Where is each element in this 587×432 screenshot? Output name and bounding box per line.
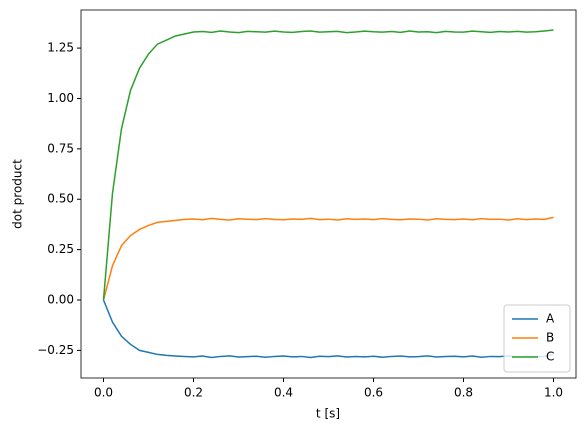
legend-label: A [546, 312, 555, 326]
y-tick-label: 0.50 [47, 192, 74, 206]
x-tick-label: 0.6 [364, 386, 383, 400]
series-line [102, 29, 554, 301]
legend-label: C [546, 350, 554, 364]
series-line [102, 299, 554, 359]
y-tick-label: 1.25 [47, 41, 74, 55]
y-tick-label: −0.25 [37, 343, 74, 357]
series-line [102, 216, 554, 301]
x-axis-label: t [s] [316, 407, 340, 421]
y-tick-label: 0.25 [47, 242, 74, 256]
plot-frame [80, 9, 577, 379]
x-tick-label: 1.0 [544, 386, 563, 400]
x-tick-label: 0.4 [274, 386, 293, 400]
y-axis-label: dot product [11, 159, 25, 229]
x-tick-label: 0.2 [184, 386, 203, 400]
y-tick-label: 0.75 [47, 141, 74, 155]
x-tick-label: 0.8 [454, 386, 473, 400]
y-tick-label: 0.00 [47, 293, 74, 307]
x-tick-label: 0.0 [94, 386, 113, 400]
y-tick-label: 1.00 [47, 91, 74, 105]
legend-label: B [546, 331, 554, 345]
